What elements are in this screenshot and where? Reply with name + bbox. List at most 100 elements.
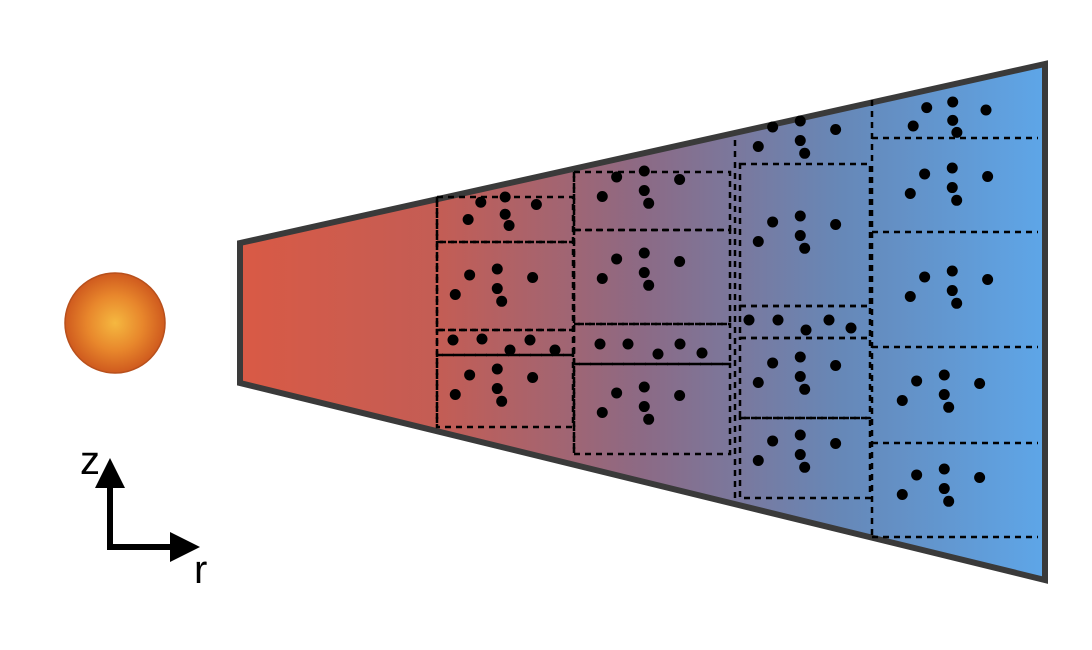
particle-dot — [638, 247, 650, 259]
particle-dot — [907, 120, 919, 132]
particle-dot — [799, 242, 811, 254]
particle-dot — [638, 165, 650, 177]
grid-cell — [435, 353, 575, 429]
particle-dot — [767, 435, 779, 447]
grid-cell — [738, 304, 872, 340]
particle-dot — [947, 114, 959, 126]
particle-dot — [951, 297, 963, 309]
particle-dot — [504, 344, 516, 356]
particle-dot — [638, 267, 650, 279]
particle-dot — [794, 429, 806, 441]
particle-dot — [951, 194, 963, 206]
r-axis-label: r — [194, 548, 207, 592]
particle-dot — [980, 104, 992, 116]
particle-dot — [794, 210, 806, 222]
particle-dot — [638, 381, 650, 393]
particle-dot — [982, 274, 994, 285]
particle-dot — [800, 324, 812, 336]
particle-dot — [938, 369, 950, 381]
particle-dot — [794, 371, 806, 383]
particle-dot — [674, 338, 686, 350]
particle-dot — [476, 333, 488, 345]
particle-dot — [799, 383, 811, 395]
particle-dot — [643, 279, 655, 291]
particle-dot — [946, 182, 958, 194]
particle-dot — [919, 271, 931, 283]
particle-dot — [896, 395, 908, 406]
particle-dot — [951, 126, 963, 138]
particle-dot — [830, 124, 842, 135]
particle-dot — [594, 338, 606, 350]
particle-dot — [904, 291, 916, 302]
particle-dot — [946, 162, 958, 174]
particle-dot — [911, 469, 923, 481]
particle-dot — [943, 495, 955, 507]
particle-dot — [491, 283, 503, 295]
particle-dot — [947, 96, 959, 108]
particle-dot — [611, 387, 623, 399]
particle-dot — [794, 351, 806, 363]
particle-dot — [752, 236, 764, 247]
particle-dot — [845, 322, 857, 334]
particle-dot — [622, 338, 634, 350]
particle-dot — [830, 438, 842, 449]
grid-cell — [738, 336, 872, 420]
particle-dot — [596, 407, 608, 418]
particle-dot — [496, 295, 508, 307]
particle-dot — [530, 199, 542, 210]
particle-dot — [643, 197, 655, 209]
particle-dot — [638, 401, 650, 413]
particle-dot — [794, 449, 806, 461]
particle-dot — [794, 115, 806, 127]
particle-dot — [503, 220, 515, 231]
particle-dot — [946, 265, 958, 277]
particle-dot — [527, 272, 539, 283]
particle-dot — [674, 390, 686, 401]
particles — [447, 96, 994, 507]
simulation-cells — [435, 100, 1038, 539]
particle-dot — [830, 360, 842, 371]
star-icon — [64, 272, 166, 374]
particle-dot — [982, 171, 994, 182]
particle-dot — [491, 263, 503, 275]
grid-cell — [572, 322, 732, 366]
particle-dot — [799, 461, 811, 473]
particle-dot — [643, 413, 655, 425]
particle-dot — [767, 216, 779, 228]
particle-dot — [799, 147, 811, 159]
particle-dot — [638, 185, 650, 197]
particle-dot — [946, 285, 958, 297]
particle-dot — [830, 219, 842, 230]
particle-dot — [449, 389, 461, 400]
particle-dot — [464, 269, 476, 281]
particle-dot — [743, 314, 755, 326]
grid-cell — [738, 416, 872, 500]
particle-dot — [674, 174, 686, 185]
particle-dot — [524, 334, 536, 346]
particle-dot — [496, 395, 508, 407]
axis-indicator: z r — [80, 439, 207, 592]
particle-dot — [611, 171, 623, 183]
particle-dot — [938, 483, 950, 495]
particle-dot — [674, 256, 686, 267]
particle-dot — [938, 389, 950, 401]
particle-dot — [596, 273, 608, 284]
disk-wedge — [237, 60, 1048, 584]
particle-dot — [938, 463, 950, 475]
r-arrowhead-icon — [170, 532, 200, 562]
particle-dot — [491, 363, 503, 375]
particle-dot — [752, 377, 764, 388]
particle-dot — [499, 191, 511, 203]
particle-dot — [696, 347, 708, 359]
particle-dot — [767, 357, 779, 369]
particle-dot — [499, 208, 511, 220]
particle-dot — [475, 196, 487, 208]
z-axis-label: z — [80, 439, 100, 483]
particle-dot — [974, 378, 986, 389]
particle-dot — [549, 344, 561, 356]
particle-dot — [447, 334, 459, 346]
grid-cell — [738, 162, 872, 308]
particle-dot — [752, 141, 764, 152]
particle-dot — [919, 168, 931, 180]
